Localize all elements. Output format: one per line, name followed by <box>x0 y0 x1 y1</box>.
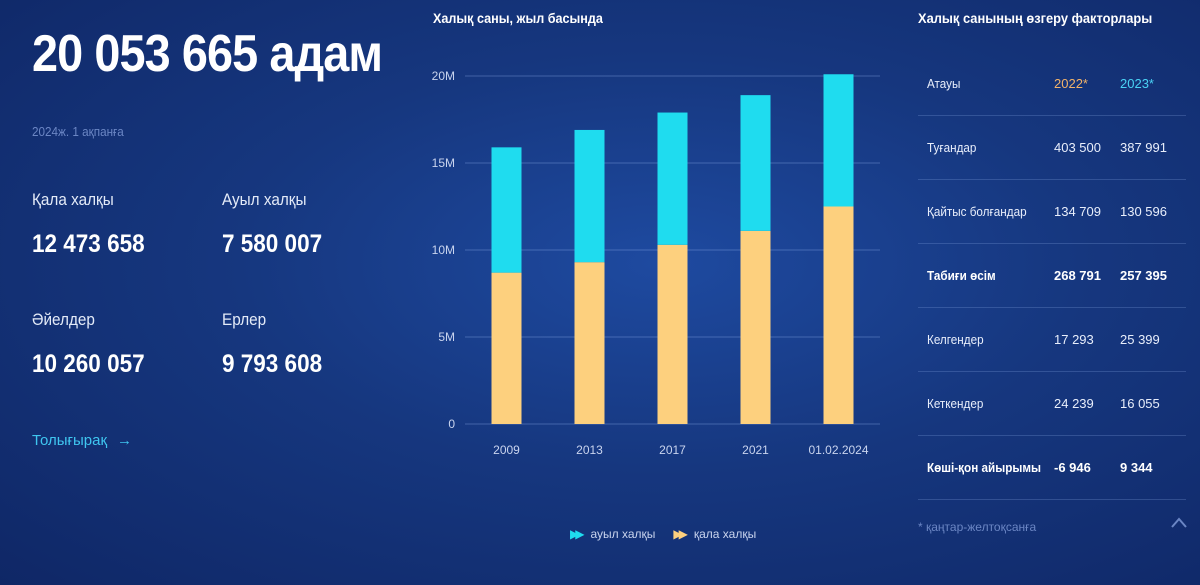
row-name: Келгендер <box>927 332 984 347</box>
bar-urban[interactable] <box>657 244 688 424</box>
bar-urban[interactable] <box>491 272 522 424</box>
table-row: Келгендер 17 293 25 399 <box>918 308 1186 372</box>
row-value-2022: 134 709 <box>1054 204 1101 219</box>
table-row: Көші-қон айырымы -6 946 9 344 <box>918 436 1186 500</box>
bar-urban[interactable] <box>740 230 771 424</box>
rural-value: 7 580 007 <box>222 230 323 258</box>
scroll-up-icon[interactable] <box>1168 512 1190 534</box>
legend-urban-icon: ▶▶ <box>673 527 688 541</box>
women-label: Әйелдер <box>32 310 95 329</box>
bar-urban[interactable] <box>574 262 605 424</box>
row-value-2023: 9 344 <box>1120 460 1153 475</box>
row-name: Көші-қон айырымы <box>927 460 1041 475</box>
more-link-label: Толығырақ <box>32 432 108 449</box>
row-value-2022: 403 500 <box>1054 140 1101 155</box>
women-stat: Әйелдер 10 260 057 <box>32 310 222 379</box>
row-value-2023: 130 596 <box>1120 204 1167 219</box>
row-value-2022: 17 293 <box>1054 332 1094 347</box>
header-name: Атауы <box>927 76 961 91</box>
urban-value: 12 473 658 <box>32 230 145 258</box>
women-value: 10 260 057 <box>32 350 145 378</box>
x-tick-label: 2021 <box>742 443 769 457</box>
row-name: Табиғи өсім <box>927 268 996 283</box>
legend-urban-label: қала халқы <box>693 527 757 541</box>
header-2023: 2023* <box>1120 76 1154 91</box>
men-label: Ерлер <box>222 310 267 329</box>
bar-urban[interactable] <box>823 206 854 425</box>
legend-urban[interactable]: ▶▶ қала халқы <box>673 527 756 541</box>
row-value-2022: -6 946 <box>1054 460 1091 475</box>
arrow-right-icon: → <box>117 432 133 449</box>
row-value-2022: 24 239 <box>1054 396 1094 411</box>
x-tick-label: 2013 <box>576 443 603 457</box>
header-2022: 2022* <box>1054 76 1088 91</box>
men-value: 9 793 608 <box>222 350 323 378</box>
y-tick-label: 15M <box>432 156 455 170</box>
rural-stat: Ауыл халқы 7 580 007 <box>222 190 412 259</box>
table-footnote: * қаңтар-желтоқсанға <box>918 520 1037 534</box>
chart-legend: ▶▶ ауыл халқы ▶▶ қала халқы <box>570 527 756 541</box>
rural-label: Ауыл халқы <box>222 190 307 209</box>
x-tick-label: 01.02.2024 <box>808 443 868 457</box>
table-row: Табиғи өсім 268 791 257 395 <box>918 244 1186 308</box>
bar-rural[interactable] <box>823 74 854 207</box>
men-stat: Ерлер 9 793 608 <box>222 310 412 379</box>
urban-label: Қала халқы <box>32 190 114 209</box>
bar-rural[interactable] <box>657 112 688 245</box>
urban-stat: Қала халқы 12 473 658 <box>32 190 222 259</box>
bar-rural[interactable] <box>574 129 605 263</box>
table-header: Атауы 2022* 2023* <box>918 52 1186 116</box>
table-row: Туғандар 403 500 387 991 <box>918 116 1186 180</box>
row-name: Қайтыс болғандар <box>927 204 1027 219</box>
total-population: 20 053 665 адам <box>32 25 383 83</box>
row-value-2023: 257 395 <box>1120 268 1167 283</box>
row-value-2023: 16 055 <box>1120 396 1160 411</box>
legend-rural-label: ауыл халқы <box>590 527 656 541</box>
legend-rural-icon: ▶▶ <box>570 527 585 541</box>
x-tick-label: 2017 <box>659 443 686 457</box>
y-tick-label: 10M <box>432 243 455 257</box>
y-tick-label: 5M <box>438 330 455 344</box>
bar-rural[interactable] <box>740 95 771 231</box>
chart-title: Халық саны, жыл басында <box>433 10 603 26</box>
more-link[interactable]: Толығырақ → <box>32 432 132 449</box>
row-name: Туғандар <box>927 140 977 155</box>
bar-rural[interactable] <box>491 147 522 273</box>
x-tick-label: 2009 <box>493 443 520 457</box>
y-tick-label: 20M <box>432 69 455 83</box>
row-value-2023: 387 991 <box>1120 140 1167 155</box>
population-chart: 0 5M 10M 15M 20M 2009 2013 2017 2021 01.02.2024 <box>432 69 880 457</box>
table-row: Қайтыс болғандар 134 709 130 596 <box>918 180 1186 244</box>
row-name: Кеткендер <box>927 396 984 411</box>
table-title: Халық санының өзгеру факторлары <box>918 10 1153 26</box>
population-date: 2024ж. 1 ақпанға <box>32 124 124 139</box>
row-value-2022: 268 791 <box>1054 268 1101 283</box>
row-value-2023: 25 399 <box>1120 332 1160 347</box>
legend-rural[interactable]: ▶▶ ауыл халқы <box>570 527 655 541</box>
factors-table: Атауы 2022* 2023* Туғандар 403 500 387 991… <box>918 52 1186 500</box>
y-tick-label: 0 <box>448 417 455 431</box>
table-row: Кеткендер 24 239 16 055 <box>918 372 1186 436</box>
population-summary: 20 053 665 адам 2024ж. 1 ақпанға Қала ха… <box>32 0 412 585</box>
